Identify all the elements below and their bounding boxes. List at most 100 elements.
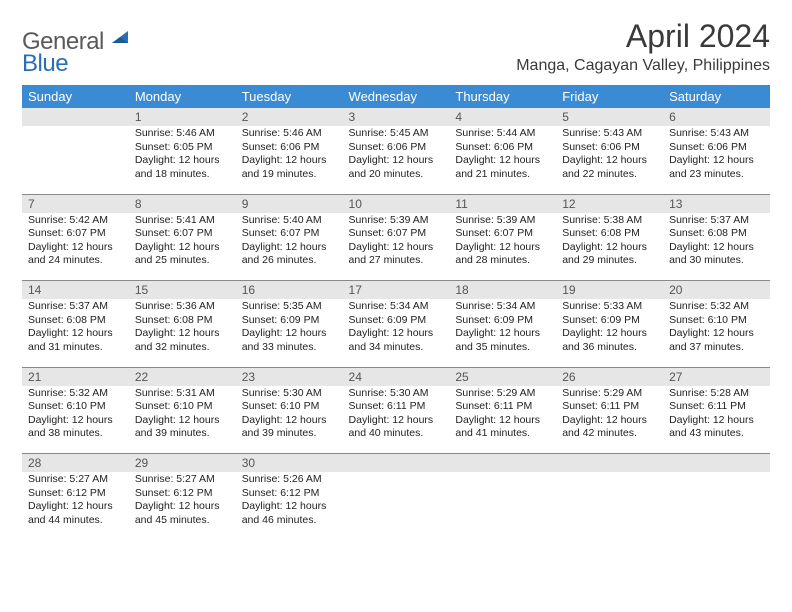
daylight-text: Daylight: 12 hours and 19 minutes. — [242, 154, 337, 181]
day-content-cell: Sunrise: 5:37 AMSunset: 6:08 PMDaylight:… — [22, 299, 129, 367]
sunrise-text: Sunrise: 5:39 AM — [455, 214, 550, 228]
day-content-cell: Sunrise: 5:45 AMSunset: 6:06 PMDaylight:… — [343, 126, 450, 194]
day-content-cell: Sunrise: 5:35 AMSunset: 6:09 PMDaylight:… — [236, 299, 343, 367]
day-content-cell: Sunrise: 5:39 AMSunset: 6:07 PMDaylight:… — [343, 213, 450, 281]
sunset-text: Sunset: 6:08 PM — [135, 314, 230, 328]
daylight-text: Daylight: 12 hours and 42 minutes. — [562, 414, 657, 441]
day-number-cell: 15 — [129, 281, 236, 300]
weekday-header: Sunday — [22, 85, 129, 108]
daylight-text: Daylight: 12 hours and 46 minutes. — [242, 500, 337, 527]
daylight-text: Daylight: 12 hours and 39 minutes. — [242, 414, 337, 441]
sunrise-text: Sunrise: 5:44 AM — [455, 127, 550, 141]
day-number-cell: 26 — [556, 367, 663, 386]
day-number-cell: 14 — [22, 281, 129, 300]
day-number-cell: 7 — [22, 194, 129, 213]
day-content-cell: Sunrise: 5:34 AMSunset: 6:09 PMDaylight:… — [449, 299, 556, 367]
sunrise-text: Sunrise: 5:46 AM — [242, 127, 337, 141]
day-content-cell: Sunrise: 5:27 AMSunset: 6:12 PMDaylight:… — [22, 472, 129, 540]
day-content-cell: Sunrise: 5:31 AMSunset: 6:10 PMDaylight:… — [129, 386, 236, 454]
day-number-cell — [556, 454, 663, 473]
daylight-text: Daylight: 12 hours and 31 minutes. — [28, 327, 123, 354]
day-number-row: 14151617181920 — [22, 281, 770, 300]
day-content-cell: Sunrise: 5:29 AMSunset: 6:11 PMDaylight:… — [449, 386, 556, 454]
sunrise-text: Sunrise: 5:27 AM — [28, 473, 123, 487]
weekday-header: Monday — [129, 85, 236, 108]
sunset-text: Sunset: 6:09 PM — [349, 314, 444, 328]
sunrise-text: Sunrise: 5:30 AM — [349, 387, 444, 401]
day-number-cell: 17 — [343, 281, 450, 300]
sunset-text: Sunset: 6:08 PM — [562, 227, 657, 241]
day-number-cell: 24 — [343, 367, 450, 386]
day-number-cell: 9 — [236, 194, 343, 213]
sunrise-text: Sunrise: 5:26 AM — [242, 473, 337, 487]
daylight-text: Daylight: 12 hours and 29 minutes. — [562, 241, 657, 268]
day-number-cell: 16 — [236, 281, 343, 300]
sunset-text: Sunset: 6:11 PM — [349, 400, 444, 414]
day-number-cell — [663, 454, 770, 473]
day-content-row: Sunrise: 5:32 AMSunset: 6:10 PMDaylight:… — [22, 386, 770, 454]
weekday-header: Thursday — [449, 85, 556, 108]
day-content-cell: Sunrise: 5:33 AMSunset: 6:09 PMDaylight:… — [556, 299, 663, 367]
day-content-cell: Sunrise: 5:26 AMSunset: 6:12 PMDaylight:… — [236, 472, 343, 540]
sunrise-text: Sunrise: 5:38 AM — [562, 214, 657, 228]
day-content-cell — [556, 472, 663, 540]
daylight-text: Daylight: 12 hours and 26 minutes. — [242, 241, 337, 268]
daylight-text: Daylight: 12 hours and 36 minutes. — [562, 327, 657, 354]
day-content-cell — [22, 126, 129, 194]
sunrise-text: Sunrise: 5:41 AM — [135, 214, 230, 228]
weekday-header-row: SundayMondayTuesdayWednesdayThursdayFrid… — [22, 85, 770, 108]
daylight-text: Daylight: 12 hours and 30 minutes. — [669, 241, 764, 268]
weekday-header: Wednesday — [343, 85, 450, 108]
day-number-cell: 13 — [663, 194, 770, 213]
day-content-row: Sunrise: 5:37 AMSunset: 6:08 PMDaylight:… — [22, 299, 770, 367]
header: General Blue April 2024 Manga, Cagayan V… — [22, 18, 770, 83]
daylight-text: Daylight: 12 hours and 41 minutes. — [455, 414, 550, 441]
sunrise-text: Sunrise: 5:34 AM — [349, 300, 444, 314]
daylight-text: Daylight: 12 hours and 38 minutes. — [28, 414, 123, 441]
sunset-text: Sunset: 6:10 PM — [242, 400, 337, 414]
day-number-cell: 11 — [449, 194, 556, 213]
day-content-cell: Sunrise: 5:36 AMSunset: 6:08 PMDaylight:… — [129, 299, 236, 367]
day-content-cell: Sunrise: 5:27 AMSunset: 6:12 PMDaylight:… — [129, 472, 236, 540]
sunrise-text: Sunrise: 5:40 AM — [242, 214, 337, 228]
daylight-text: Daylight: 12 hours and 32 minutes. — [135, 327, 230, 354]
daylight-text: Daylight: 12 hours and 25 minutes. — [135, 241, 230, 268]
sunrise-text: Sunrise: 5:27 AM — [135, 473, 230, 487]
sunrise-text: Sunrise: 5:32 AM — [28, 387, 123, 401]
day-number-cell: 28 — [22, 454, 129, 473]
day-content-cell: Sunrise: 5:30 AMSunset: 6:10 PMDaylight:… — [236, 386, 343, 454]
weekday-header: Tuesday — [236, 85, 343, 108]
daylight-text: Daylight: 12 hours and 24 minutes. — [28, 241, 123, 268]
day-content-cell: Sunrise: 5:29 AMSunset: 6:11 PMDaylight:… — [556, 386, 663, 454]
daylight-text: Daylight: 12 hours and 27 minutes. — [349, 241, 444, 268]
sunset-text: Sunset: 6:10 PM — [28, 400, 123, 414]
sunset-text: Sunset: 6:06 PM — [669, 141, 764, 155]
sunset-text: Sunset: 6:12 PM — [28, 487, 123, 501]
daylight-text: Daylight: 12 hours and 34 minutes. — [349, 327, 444, 354]
day-content-row: Sunrise: 5:46 AMSunset: 6:05 PMDaylight:… — [22, 126, 770, 194]
sunset-text: Sunset: 6:09 PM — [562, 314, 657, 328]
sunrise-text: Sunrise: 5:37 AM — [669, 214, 764, 228]
day-content-cell: Sunrise: 5:46 AMSunset: 6:06 PMDaylight:… — [236, 126, 343, 194]
daylight-text: Daylight: 12 hours and 23 minutes. — [669, 154, 764, 181]
daylight-text: Daylight: 12 hours and 43 minutes. — [669, 414, 764, 441]
day-number-row: 21222324252627 — [22, 367, 770, 386]
day-content-cell: Sunrise: 5:43 AMSunset: 6:06 PMDaylight:… — [556, 126, 663, 194]
day-number-cell: 6 — [663, 108, 770, 126]
title-block: April 2024 Manga, Cagayan Valley, Philip… — [516, 18, 770, 83]
sunrise-text: Sunrise: 5:43 AM — [562, 127, 657, 141]
sunset-text: Sunset: 6:12 PM — [242, 487, 337, 501]
sunset-text: Sunset: 6:06 PM — [562, 141, 657, 155]
sunset-text: Sunset: 6:11 PM — [669, 400, 764, 414]
sunset-text: Sunset: 6:11 PM — [455, 400, 550, 414]
daylight-text: Daylight: 12 hours and 37 minutes. — [669, 327, 764, 354]
day-number-cell: 19 — [556, 281, 663, 300]
daylight-text: Daylight: 12 hours and 21 minutes. — [455, 154, 550, 181]
sunset-text: Sunset: 6:07 PM — [455, 227, 550, 241]
sunset-text: Sunset: 6:07 PM — [242, 227, 337, 241]
daylight-text: Daylight: 12 hours and 20 minutes. — [349, 154, 444, 181]
weekday-header: Saturday — [663, 85, 770, 108]
daylight-text: Daylight: 12 hours and 28 minutes. — [455, 241, 550, 268]
sunrise-text: Sunrise: 5:31 AM — [135, 387, 230, 401]
day-number-cell: 12 — [556, 194, 663, 213]
